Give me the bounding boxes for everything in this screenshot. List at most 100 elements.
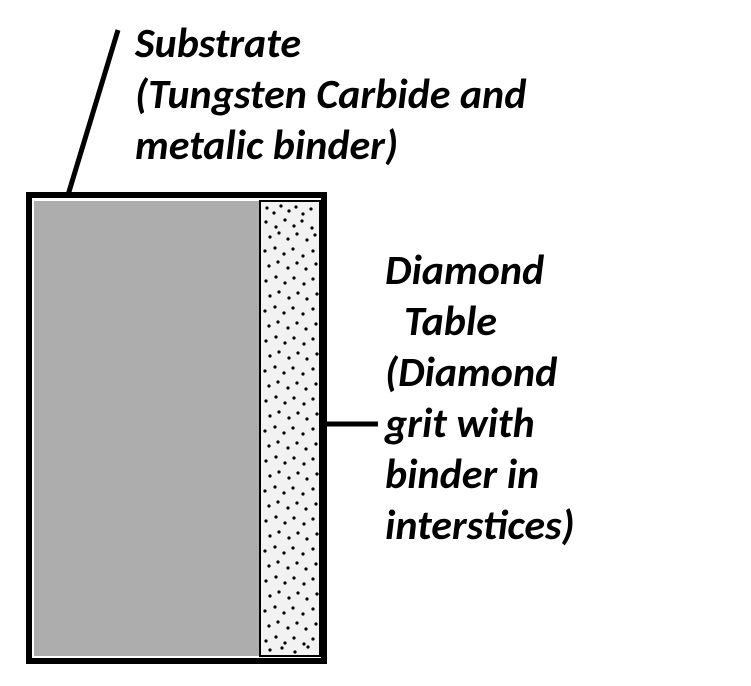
speckle-dot: [302, 342, 305, 345]
speckle-dot: [314, 622, 317, 625]
speckle-dot: [267, 624, 270, 627]
speckle-dot: [286, 566, 289, 569]
speckle-dot: [314, 502, 317, 505]
speckle-dot: [304, 387, 307, 390]
speckle-dot: [311, 607, 314, 610]
speckle-dot: [276, 380, 279, 383]
speckle-dot: [280, 646, 283, 649]
speckle-dot: [296, 531, 299, 534]
speckle-dot: [277, 231, 280, 234]
speckle-dot: [286, 386, 289, 389]
speckle-dot: [286, 506, 289, 509]
speckle-dot: [301, 254, 304, 257]
speckle-dot: [276, 260, 279, 263]
speckle-dot: [296, 591, 299, 594]
speckle-dot: [295, 441, 298, 444]
speckle-dot: [311, 367, 314, 370]
speckle-dot: [293, 650, 296, 653]
label-line: Diamond: [385, 245, 575, 296]
speckle-dot: [304, 447, 307, 450]
speckle-dot: [295, 561, 298, 564]
diagram-container: Substrate(Tungsten Carbide andmetalic bi…: [0, 0, 751, 686]
speckle-dot: [263, 549, 266, 552]
speckle-dot: [273, 365, 276, 368]
speckle-dot: [295, 321, 298, 324]
diamond-table-label: Diamond Table(Diamondgrit withbinder ini…: [385, 245, 575, 551]
speckle-dot: [314, 562, 317, 565]
label-line: (Tungsten Carbide and: [135, 69, 526, 120]
speckle-dot: [314, 322, 317, 325]
speckle-dot: [315, 352, 318, 355]
speckle-dot: [294, 205, 297, 208]
speckle-dot: [287, 476, 290, 479]
speckle-dot: [267, 384, 270, 387]
speckle-dot: [276, 560, 279, 563]
speckle-dot: [292, 576, 295, 579]
speckle-dot: [274, 515, 277, 518]
speckle-dot: [283, 218, 286, 221]
label-line: grit with: [385, 398, 575, 449]
speckle-dot: [295, 501, 298, 504]
speckle-dot: [277, 470, 280, 473]
speckle-dot: [296, 351, 299, 354]
speckle-dot: [283, 641, 286, 644]
speckle-dot: [311, 397, 314, 400]
label-line: interstices): [385, 500, 575, 551]
speckle-dot: [311, 307, 314, 310]
speckle-dot: [306, 645, 309, 648]
speckle-dot: [291, 247, 294, 250]
speckle-dot: [304, 567, 307, 570]
speckle-dot: [311, 277, 314, 280]
speckle-dot: [296, 411, 299, 414]
speckle-dot: [305, 477, 308, 480]
substrate-region: [34, 201, 259, 656]
speckle-dot: [264, 519, 267, 522]
label-line: Substrate: [135, 18, 526, 69]
speckle-dot: [282, 611, 285, 614]
speckle-dot: [292, 336, 295, 339]
label-line: metalic binder): [135, 120, 526, 171]
speckle-dot: [287, 296, 290, 299]
speckle-dot: [314, 442, 317, 445]
speckle-dot: [274, 275, 277, 278]
speckle-dot: [291, 366, 294, 369]
speckle-dot: [274, 225, 277, 228]
speckle-dot: [296, 471, 299, 474]
speckle-dot: [286, 446, 289, 449]
speckle-dot: [315, 592, 318, 595]
leader-line-substrate: [68, 30, 118, 195]
speckle-dot: [283, 401, 286, 404]
speckle-dot: [274, 635, 277, 638]
speckle-dot: [286, 237, 289, 240]
speckle-dot: [272, 211, 275, 214]
speckle-dot: [295, 261, 298, 264]
speckle-dot: [301, 432, 304, 435]
speckle-dot: [274, 575, 277, 578]
speckle-dot: [264, 220, 267, 223]
speckle-dot: [286, 626, 289, 629]
speckle-dot: [291, 606, 294, 609]
speckle-dot: [304, 507, 307, 510]
speckle-dot: [268, 534, 271, 537]
speckle-dot: [311, 637, 314, 640]
speckle-dot: [315, 532, 318, 535]
speckle-dot: [301, 552, 304, 555]
speckle-dot: [263, 609, 266, 612]
speckle-dot: [273, 305, 276, 308]
speckle-dot: [305, 357, 308, 360]
speckle-dot: [302, 282, 305, 285]
speckle-dot: [264, 339, 267, 342]
speckle-dot: [277, 350, 280, 353]
speckle-dot: [286, 326, 289, 329]
speckle-dot: [273, 425, 276, 428]
speckle-dot: [292, 516, 295, 519]
speckle-dot: [291, 306, 294, 309]
speckle-dot: [282, 252, 285, 255]
speckle-dot: [267, 324, 270, 327]
speckle-dot: [277, 290, 280, 293]
speckle-dot: [311, 427, 314, 430]
speckle-dot: [302, 462, 305, 465]
speckle-dot: [305, 417, 308, 420]
substrate-label: Substrate(Tungsten Carbide andmetalic bi…: [135, 18, 526, 171]
speckle-dot: [264, 579, 267, 582]
